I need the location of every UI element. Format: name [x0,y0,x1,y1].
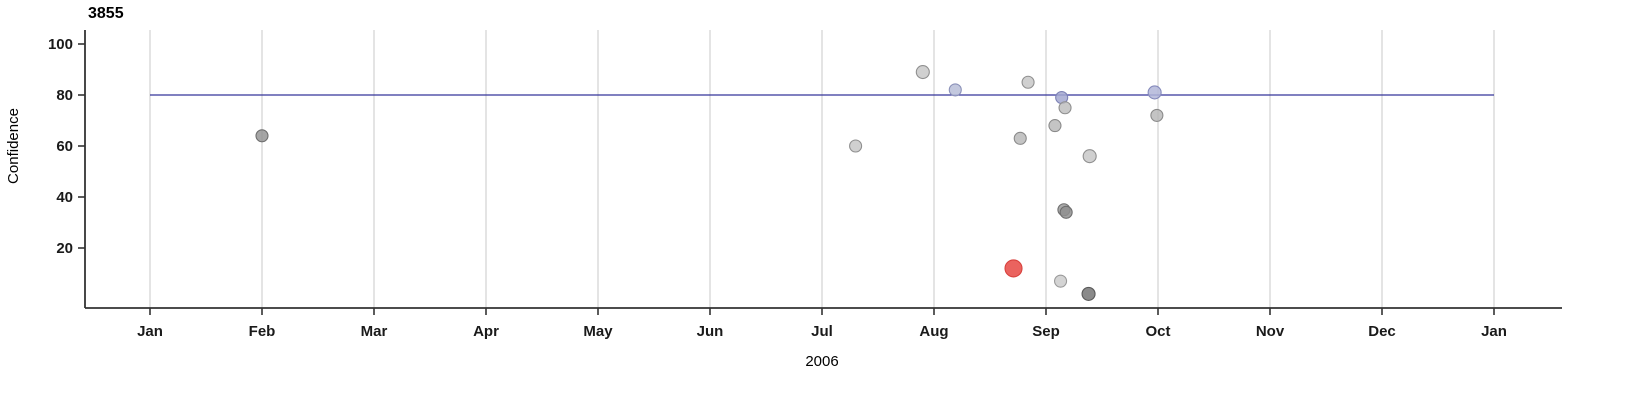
scatter-point [1013,131,1027,145]
x-tick-label: Jan [1481,323,1507,340]
x-tick-label: Nov [1256,323,1285,340]
y-tick-label: 80 [56,87,73,104]
highlight-point [1004,259,1023,278]
scatter-point [1059,205,1073,219]
scatter-point [1147,85,1162,100]
x-axis-title: 2006 [805,353,838,370]
x-tick-label: Jun [697,323,724,340]
x-tick-label: Dec [1368,323,1396,340]
x-tick-label: Jan [137,323,163,340]
plot-title: 3855 [88,5,124,22]
scatter-point [1021,75,1035,89]
y-tick-label: 100 [48,36,73,53]
scatter-point [1081,286,1096,301]
gridlines-group [149,30,1495,308]
scatter-point [915,65,930,80]
x-tick-label: Aug [919,323,948,340]
scatter-point [948,83,962,97]
y-axis-title: Confidence [5,108,22,184]
scatter-points-group [255,65,1164,301]
y-tick-label: 20 [56,240,73,257]
x-tick-label: Feb [249,323,276,340]
scatter-point [1048,119,1062,133]
axes-group [78,30,1562,315]
x-tick-label: Oct [1145,323,1170,340]
tick-labels-group: Jan Feb Mar Apr May Jun Jul Aug Sep Oct Nov Dec Jan 2… [48,36,1507,340]
scatter-point [849,139,863,153]
y-tick-label: 60 [56,138,73,155]
scatter-point [1054,274,1068,288]
y-tick-label: 40 [56,189,73,206]
x-tick-label: Mar [361,323,388,340]
x-tick-label: Apr [473,323,499,340]
x-tick-label: Jul [811,323,833,340]
scatter-point [1150,108,1164,122]
scatter-point [1082,149,1097,164]
scatter-point [1058,101,1072,115]
x-tick-label: May [583,323,613,340]
x-tick-label: Sep [1032,323,1060,340]
scatter-point [255,129,269,143]
